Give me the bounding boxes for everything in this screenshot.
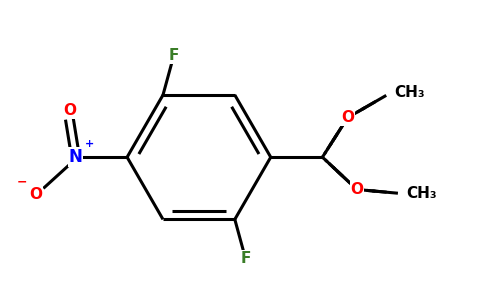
Text: CH₃: CH₃ (395, 85, 425, 100)
Text: N: N (68, 148, 82, 166)
Text: F: F (168, 48, 179, 63)
Text: O: O (341, 110, 354, 125)
Text: F: F (241, 251, 251, 266)
Text: O: O (350, 182, 363, 197)
Text: −: − (17, 176, 28, 189)
Text: O: O (30, 187, 43, 202)
Text: CH₃: CH₃ (406, 186, 437, 201)
Text: O: O (63, 103, 76, 118)
Text: +: + (84, 139, 94, 148)
